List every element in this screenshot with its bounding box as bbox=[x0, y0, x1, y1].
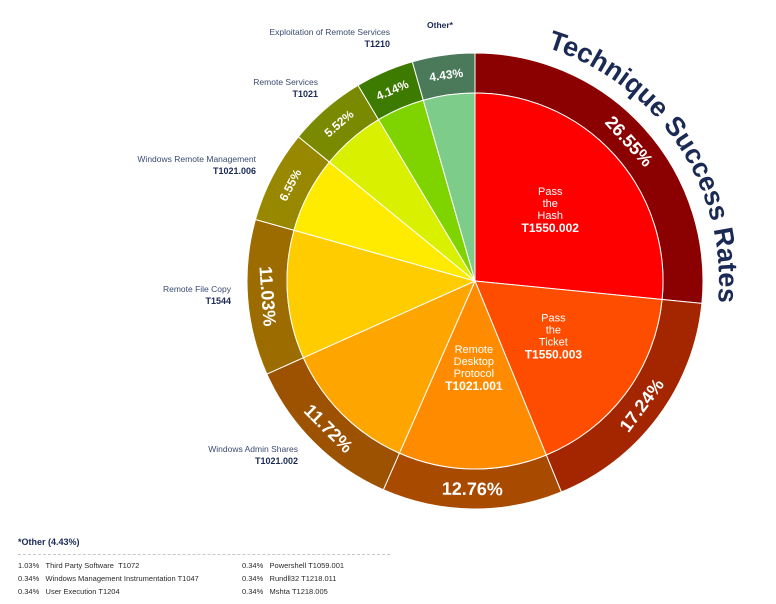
slice-id-label: T1550.003 bbox=[525, 347, 583, 361]
slice-name-label: the bbox=[543, 198, 558, 210]
other-item: 0.34% Windows Management Instrumentation… bbox=[18, 574, 199, 583]
pie-slice bbox=[398, 279, 547, 470]
other-item: 0.34% User Execution T1204 bbox=[18, 587, 120, 596]
slice-name-label: Remote bbox=[455, 344, 494, 356]
other-legend: *Other (4.43%) 1.03% Third Party Softwar… bbox=[18, 537, 390, 596]
slice-percent-label: 4.43% bbox=[428, 66, 464, 85]
other-item: 0.34% Powershell T1059.001 bbox=[242, 561, 345, 570]
slice-name-label: Protocol bbox=[454, 368, 494, 380]
other-item: 0.34% Mshta T1218.005 bbox=[242, 587, 328, 596]
slice-percent-label: 11.03% bbox=[255, 266, 279, 327]
slice-name-label: the bbox=[546, 324, 561, 336]
other-item: 0.34% Rundll32 T1218.011 bbox=[242, 574, 337, 583]
external-slice-name: Remote Services bbox=[253, 77, 318, 87]
external-slice-name: Exploitation of Remote Services bbox=[270, 27, 390, 37]
external-slice-name: Windows Admin Shares bbox=[208, 444, 298, 454]
slice-name-label: Ticket bbox=[539, 336, 568, 348]
other-legend-divider bbox=[18, 554, 390, 555]
other-legend-table: 1.03% Third Party Software T1072 0.34% P… bbox=[18, 561, 390, 596]
slice-name-label: Pass bbox=[538, 186, 563, 198]
pie-slice bbox=[422, 92, 476, 282]
external-slice-name: Windows Remote Management bbox=[137, 154, 256, 164]
slice-name-label: Pass bbox=[541, 312, 566, 324]
slice-name-label: Desktop bbox=[454, 356, 494, 368]
external-slice-id: T1210 bbox=[364, 39, 390, 49]
slice-id-label: T1550.002 bbox=[522, 221, 580, 235]
slice-id-label: T1021.001 bbox=[445, 379, 503, 393]
pie-slice bbox=[286, 229, 477, 359]
slice-name-label: Hash bbox=[537, 210, 563, 222]
external-slice-id: T1021 bbox=[292, 89, 318, 99]
pie-slice bbox=[474, 92, 664, 301]
pie-slice bbox=[302, 280, 476, 454]
pie-slice bbox=[474, 280, 663, 456]
slice-percent-label: 12.76% bbox=[442, 479, 503, 500]
pie-chart: 26.55%17.24%12.76%11.72%11.03%6.55%5.52%… bbox=[137, 20, 743, 510]
other-slice-name: Other* bbox=[427, 20, 454, 30]
external-slice-id: T1021.002 bbox=[255, 456, 298, 466]
other-legend-title: *Other (4.43%) bbox=[18, 537, 80, 547]
other-item: 1.03% Third Party Software T1072 bbox=[18, 561, 140, 570]
external-slice-id: T1544 bbox=[205, 296, 231, 306]
external-slice-name: Remote File Copy bbox=[163, 284, 232, 294]
external-slice-id: T1021.006 bbox=[213, 166, 256, 176]
